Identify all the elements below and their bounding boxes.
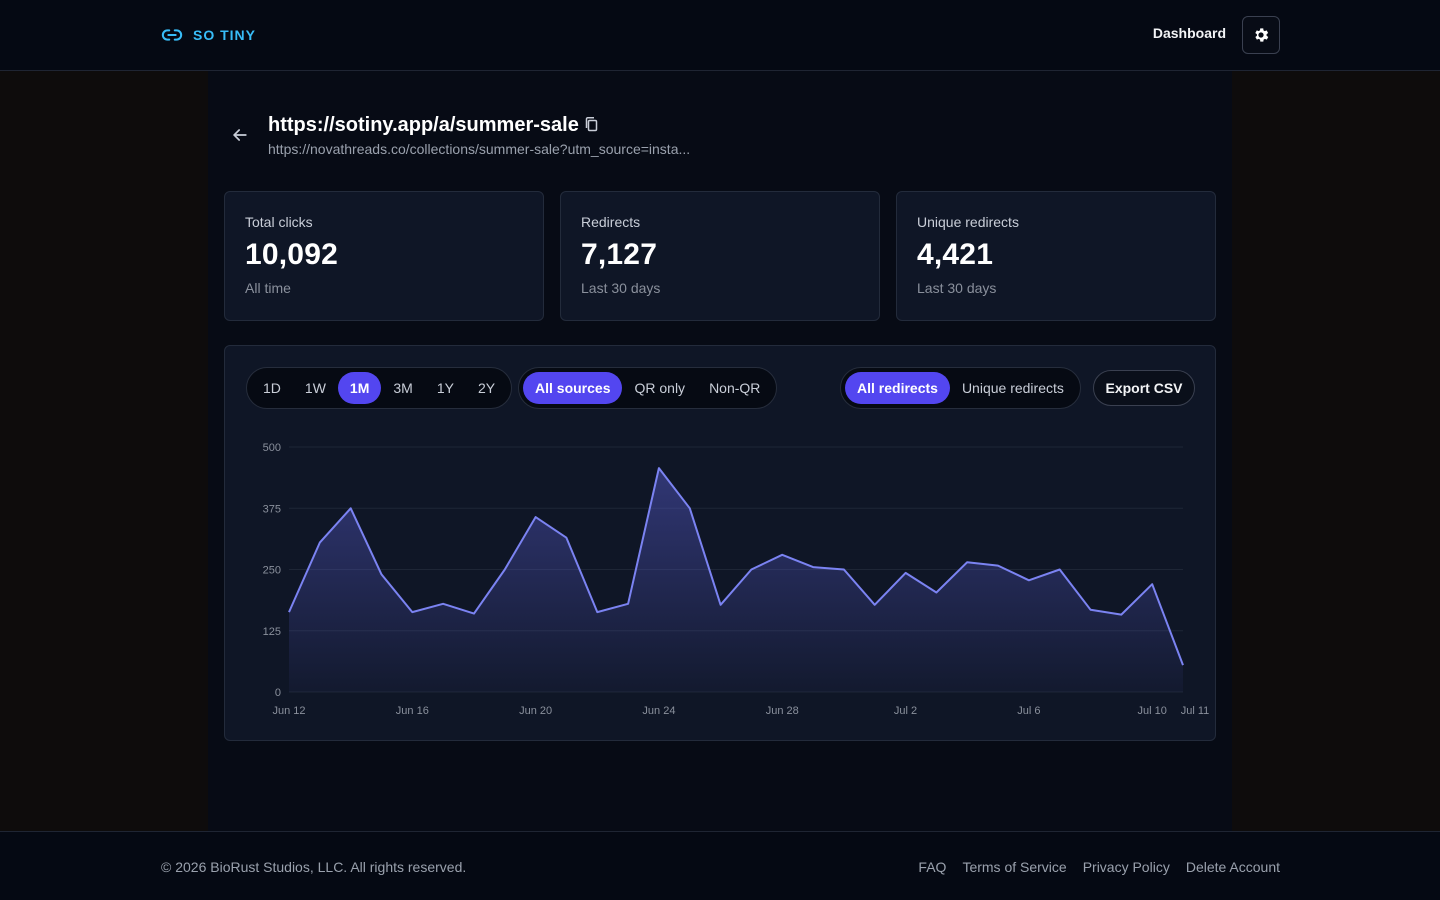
x-tick-label: Jun 16	[396, 705, 429, 717]
x-tick-label: Jun 24	[642, 705, 675, 717]
stat-subtext: All time	[245, 280, 291, 296]
stat-value: 4,421	[917, 238, 994, 271]
x-tick-label: Jun 28	[766, 705, 799, 717]
stat-subtext: Last 30 days	[917, 280, 997, 296]
stat-label: Total clicks	[245, 214, 313, 230]
destination-url: https://novathreads.co/collections/summe…	[268, 141, 691, 157]
brand-logo[interactable]: SO TINY	[161, 24, 256, 46]
area-fill	[289, 468, 1183, 692]
source-selector: All sources QR only Non-QR	[518, 367, 778, 409]
range-1m-button[interactable]: 1M	[337, 372, 382, 404]
copy-icon[interactable]	[584, 116, 600, 134]
terms-link[interactable]: Terms of Service	[962, 859, 1067, 875]
stat-card-total-clicks: Total clicks 10,092 All time	[224, 191, 544, 321]
gear-icon	[1255, 28, 1269, 42]
x-tick-label: Jul 2	[894, 705, 917, 717]
nav-dashboard-link[interactable]: Dashboard	[1152, 25, 1226, 41]
settings-button[interactable]	[1242, 16, 1280, 54]
side-band-left	[0, 71, 208, 831]
export-csv-button[interactable]: Export CSV	[1093, 370, 1195, 406]
x-tick-label: Jun 20	[519, 705, 552, 717]
mode-selector: All redirects Unique redirects	[840, 367, 1081, 409]
delete-account-link[interactable]: Delete Account	[1185, 859, 1280, 875]
x-tick-label: Jul 11	[1181, 705, 1210, 717]
source-qr-button[interactable]: QR only	[634, 380, 686, 396]
footer-links: FAQ Terms of Service Privacy Policy Dele…	[918, 859, 1280, 875]
mode-all-redirects-button[interactable]: All redirects	[845, 372, 950, 404]
brand-name: SO TINY	[193, 27, 257, 43]
mode-unique-redirects-button[interactable]: Unique redirects	[961, 380, 1064, 396]
back-arrow-icon[interactable]	[230, 125, 250, 145]
short-url-title: https://sotiny.app/a/summer-sale	[268, 114, 579, 136]
source-nonqr-button[interactable]: Non-QR	[709, 380, 761, 396]
link-icon	[161, 29, 183, 41]
range-1d-button[interactable]: 1D	[263, 380, 281, 396]
footer: © 2026 BioRust Studios, LLC. All rights …	[0, 831, 1440, 900]
y-tick-label: 250	[263, 565, 281, 577]
copyright-text: © 2026 BioRust Studios, LLC. All rights …	[161, 859, 467, 875]
source-all-button[interactable]: All sources	[523, 372, 623, 404]
range-3m-button[interactable]: 3M	[393, 380, 413, 396]
range-selector: 1D 1W 1M 3M 1Y 2Y	[246, 367, 513, 409]
redirects-area-chart: 0 125 250 375 500 Jun 12 Jun 16 Jun 20 Jun 24 Jun…	[263, 442, 1210, 717]
y-tick-label: 125	[263, 626, 281, 638]
faq-link[interactable]: FAQ	[918, 859, 947, 875]
series-line	[288, 467, 1184, 666]
stat-subtext: Last 30 days	[581, 280, 661, 296]
x-tick-label: Jul 10	[1137, 705, 1166, 717]
y-tick-label: 0	[275, 687, 281, 699]
stat-card-unique-redirects: Unique redirects 4,421 Last 30 days	[896, 191, 1216, 321]
range-2y-button[interactable]: 2Y	[477, 380, 496, 396]
stat-value: 7,127	[581, 238, 658, 271]
range-1y-button[interactable]: 1Y	[436, 380, 454, 396]
x-tick-label: Jun 12	[272, 705, 305, 717]
y-tick-label: 500	[263, 442, 281, 454]
y-tick-label: 375	[263, 503, 281, 515]
stat-card-redirects: Redirects 7,127 Last 30 days	[560, 191, 880, 321]
side-band-right	[1232, 71, 1440, 831]
privacy-link[interactable]: Privacy Policy	[1082, 859, 1170, 875]
x-tick-label: Jul 6	[1017, 705, 1040, 717]
stat-label: Redirects	[581, 214, 641, 230]
stat-value: 10,092	[245, 238, 338, 271]
chart-panel: 1D 1W 1M 3M 1Y 2Y All sources QR only No…	[224, 345, 1216, 741]
stat-label: Unique redirects	[917, 214, 1019, 230]
top-bar: SO TINY Dashboard	[0, 0, 1440, 71]
range-1w-button[interactable]: 1W	[304, 380, 326, 396]
